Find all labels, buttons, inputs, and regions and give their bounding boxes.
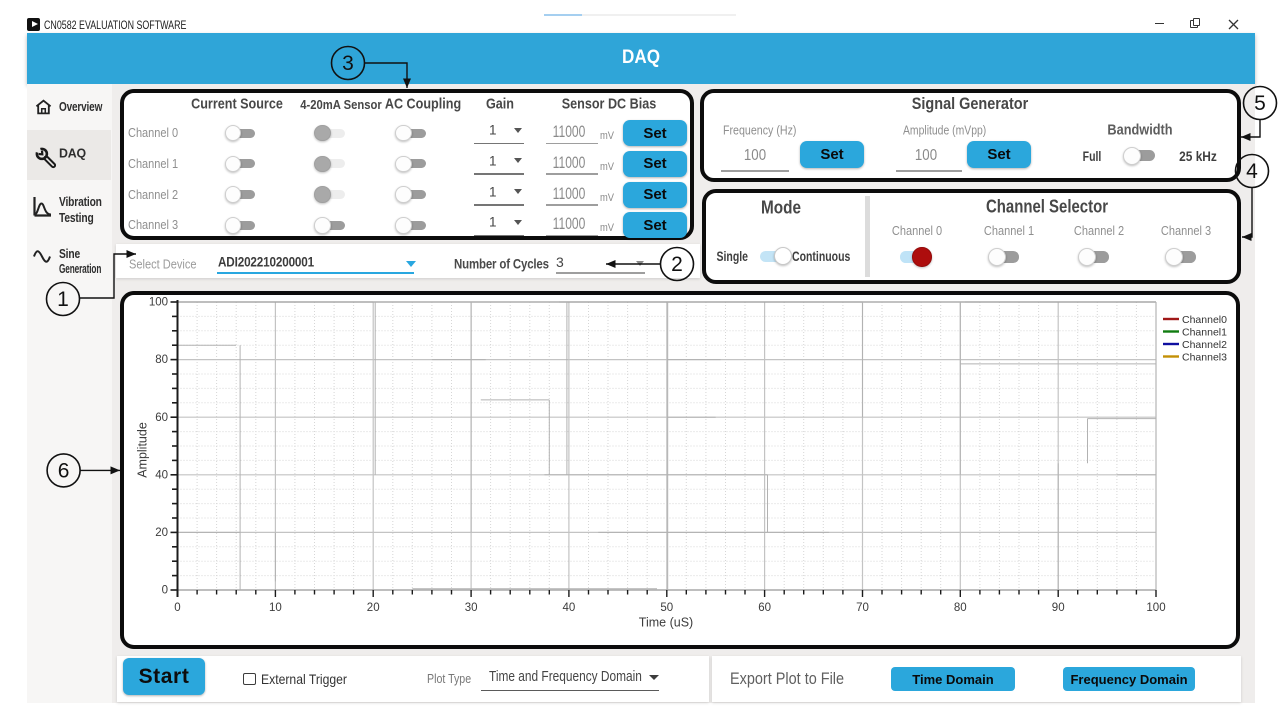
svg-text:90: 90 (1052, 602, 1065, 614)
svg-text:100: 100 (1146, 602, 1165, 614)
svg-text:100: 100 (149, 297, 168, 309)
svg-text:60: 60 (758, 602, 771, 614)
svg-text:Channel3: Channel3 (1182, 351, 1227, 363)
svg-text:40: 40 (155, 469, 168, 481)
svg-text:50: 50 (660, 602, 673, 614)
svg-text:60: 60 (155, 412, 168, 424)
svg-text:Channel1: Channel1 (1182, 326, 1227, 338)
svg-text:Amplitude: Amplitude (136, 422, 150, 478)
svg-text:0: 0 (162, 585, 168, 597)
svg-text:Channel2: Channel2 (1182, 339, 1227, 351)
svg-text:30: 30 (465, 602, 478, 614)
svg-text:0: 0 (174, 602, 180, 614)
svg-text:80: 80 (954, 602, 967, 614)
svg-text:Channel0: Channel0 (1182, 314, 1227, 326)
svg-text:70: 70 (856, 602, 869, 614)
svg-text:20: 20 (367, 602, 380, 614)
svg-text:80: 80 (155, 354, 168, 366)
svg-text:Time (uS): Time (uS) (639, 616, 693, 630)
svg-text:40: 40 (563, 602, 576, 614)
svg-text:20: 20 (155, 527, 168, 539)
svg-text:10: 10 (269, 602, 282, 614)
